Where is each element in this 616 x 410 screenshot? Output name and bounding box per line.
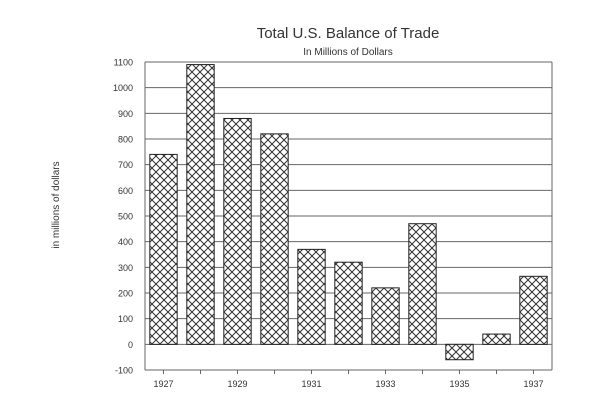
bar <box>408 223 437 345</box>
chart-subtitle: In Millions of Dollars <box>303 47 392 58</box>
bar <box>186 64 215 345</box>
y-tick-label: 500 <box>118 212 133 222</box>
bar <box>482 333 511 345</box>
y-tick-label: 0 <box>128 340 133 350</box>
chart-title: Total U.S. Balance of Trade <box>257 25 440 42</box>
bar <box>519 275 548 345</box>
y-tick-label: 400 <box>118 237 133 247</box>
bar <box>297 248 326 345</box>
y-tick-label: 700 <box>118 160 133 170</box>
bars <box>149 64 548 361</box>
x-tick-label: 1937 <box>523 379 543 389</box>
y-tick-label: 900 <box>118 109 133 119</box>
y-tick-label: 100 <box>118 314 133 324</box>
x-tick-label: 1935 <box>449 379 469 389</box>
y-tick-label: 600 <box>118 186 133 196</box>
y-tick-label: -100 <box>115 366 133 376</box>
x-tick-label: 1929 <box>227 379 247 389</box>
bar <box>371 287 400 345</box>
y-tick-label: 1100 <box>114 58 133 68</box>
bar <box>149 153 178 345</box>
x-tick-label: 1927 <box>153 379 173 389</box>
y-tick-label: 1000 <box>113 83 133 93</box>
axes <box>144 62 553 374</box>
x-tick-labels: 1927 1929 1931 1933 1935 1937 <box>153 379 543 389</box>
bar <box>260 133 289 345</box>
x-tick-label: 1933 <box>375 379 395 389</box>
bar <box>334 261 363 345</box>
y-axis-label: in millions of dollars <box>51 161 62 248</box>
bar <box>223 117 252 345</box>
y-tick-label: 200 <box>118 289 133 299</box>
y-tick-label: 300 <box>118 263 133 273</box>
bar <box>445 343 474 361</box>
x-tick-label: 1931 <box>301 379 321 389</box>
y-tick-labels: -100 0 100 200 300 400 500 600 700 800 900 1000 1100 <box>113 58 133 376</box>
y-tick-label: 800 <box>118 135 133 145</box>
